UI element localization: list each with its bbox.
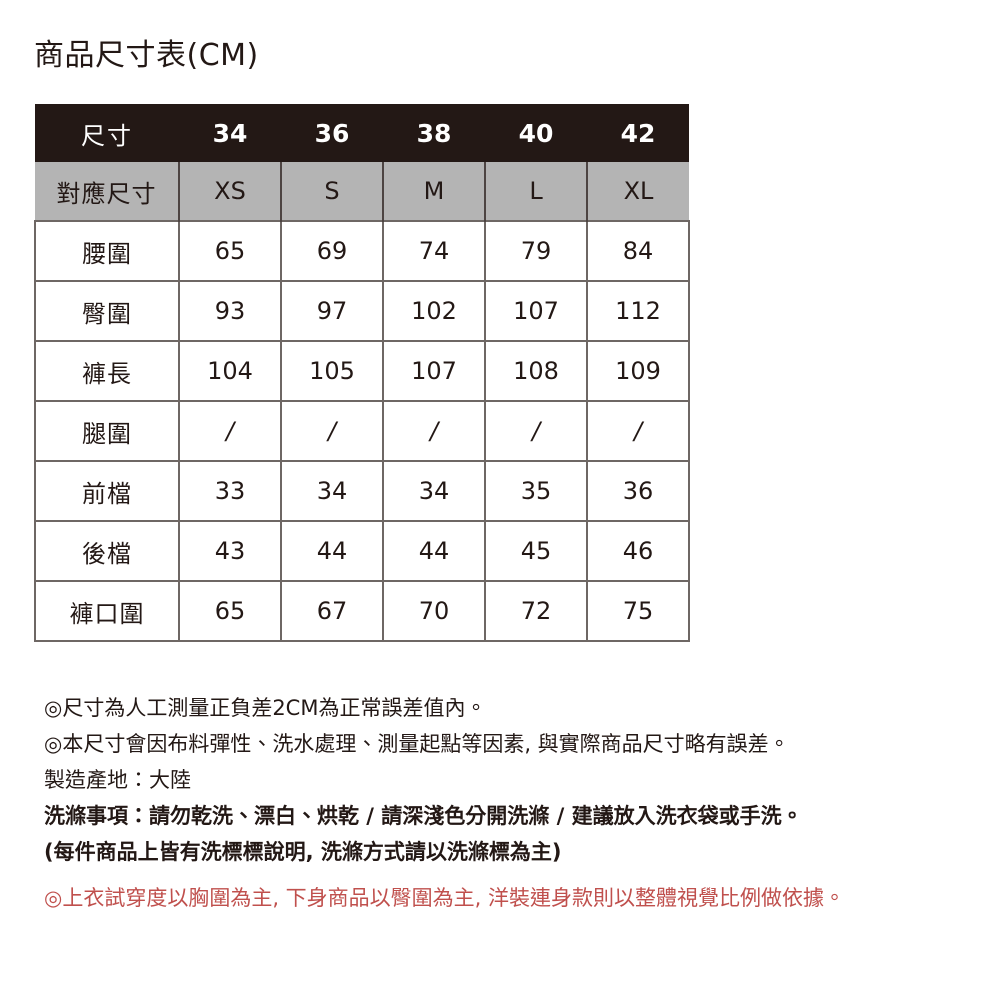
row-label: 後檔 <box>34 520 179 581</box>
table-subheader-row: 對應尺寸 XS S M L XL <box>35 162 689 221</box>
note-fitting-guide: ◎上衣試穿度以胸圍為主, 下身商品以臀圍為主, 洋裝連身款則以整體視覺比例做依據… <box>44 886 846 910</box>
row-value: 43 <box>178 520 281 581</box>
row-value: 69 <box>280 220 383 281</box>
row-label: 褲長 <box>34 340 179 401</box>
row-value: 36 <box>586 460 690 521</box>
size-table-container: 尺寸 34 36 38 40 42 對應尺寸 XS S M L XL <box>34 104 690 642</box>
row-value: 79 <box>484 220 587 281</box>
row-value: / <box>280 400 383 461</box>
row-value: 93 <box>178 280 281 341</box>
size-table: 尺寸 34 36 38 40 42 對應尺寸 XS S M L XL <box>34 104 690 642</box>
row-value: 34 <box>382 460 485 521</box>
row-value: 97 <box>280 280 383 341</box>
row-value: 74 <box>382 220 485 281</box>
table-row: 腿圍 / / / / / <box>34 400 690 461</box>
table-row: 褲口圍 65 67 70 72 75 <box>34 580 690 642</box>
header-cell-size-36: 36 <box>281 104 383 162</box>
subheader-cell-s: S <box>280 162 384 221</box>
header-cell-size-38: 38 <box>383 104 485 162</box>
subheader-cell-label: 對應尺寸 <box>35 162 180 221</box>
table-row: 後檔 43 44 44 45 46 <box>34 520 690 581</box>
row-label: 前檔 <box>34 460 179 521</box>
size-table-body: 腰圍 65 69 74 79 84 臀圍 93 97 102 107 112 褲… <box>34 220 690 642</box>
row-label: 臀圍 <box>34 280 179 341</box>
table-row: 腰圍 65 69 74 79 84 <box>34 220 690 281</box>
subheader-cell-l: L <box>484 162 588 221</box>
header-cell-size-label: 尺寸 <box>35 104 179 162</box>
table-row: 前檔 33 34 34 35 36 <box>34 460 690 521</box>
row-value: / <box>178 400 281 461</box>
row-value: 107 <box>484 280 587 341</box>
row-value: 44 <box>280 520 383 581</box>
header-cell-size-34: 34 <box>179 104 281 162</box>
note-measurement-tolerance: ◎尺寸為人工測量正負差2CM為正常誤差值內。 <box>44 696 487 720</box>
row-label: 腿圍 <box>34 400 179 461</box>
row-value: / <box>586 400 690 461</box>
size-table-head: 尺寸 34 36 38 40 42 對應尺寸 XS S M L XL <box>35 104 689 221</box>
header-cell-size-42: 42 <box>587 104 689 162</box>
subheader-cell-xl: XL <box>586 162 689 221</box>
note-washing-instructions: 洗滌事項：請勿乾洗、漂白、烘乾 / 請深淺色分開洗滌 / 建議放入洗衣袋或手洗。 <box>44 804 803 828</box>
table-row: 褲長 104 105 107 108 109 <box>34 340 690 401</box>
row-label: 褲口圍 <box>34 580 179 642</box>
row-label: 腰圍 <box>34 220 179 281</box>
notes-section: ◎尺寸為人工測量正負差2CM為正常誤差值內。 ◎本尺寸會因布料彈性、洗水處理、測… <box>44 690 974 916</box>
header-cell-size-40: 40 <box>485 104 587 162</box>
row-value: 46 <box>586 520 690 581</box>
row-value: 109 <box>586 340 690 401</box>
row-value: 67 <box>280 580 383 642</box>
note-origin: 製造產地：大陸 <box>44 768 191 792</box>
row-value: 44 <box>382 520 485 581</box>
row-value: / <box>484 400 587 461</box>
row-value: 105 <box>280 340 383 401</box>
row-value: 33 <box>178 460 281 521</box>
row-value: 102 <box>382 280 485 341</box>
row-value: 112 <box>586 280 690 341</box>
row-value: 72 <box>484 580 587 642</box>
note-care-label: (每件商品上皆有洗標標說明, 洗滌方式請以洗滌標為主) <box>44 840 562 864</box>
row-value: 104 <box>178 340 281 401</box>
row-value: / <box>382 400 485 461</box>
table-row: 臀圍 93 97 102 107 112 <box>34 280 690 341</box>
subheader-cell-m: M <box>382 162 486 221</box>
row-value: 75 <box>586 580 690 642</box>
subheader-cell-xs: XS <box>178 162 282 221</box>
note-fabric-variance: ◎本尺寸會因布料彈性、洗水處理、測量起點等因素, 與實際商品尺寸略有誤差。 <box>44 732 790 756</box>
row-value: 65 <box>178 220 281 281</box>
row-value: 34 <box>280 460 383 521</box>
row-value: 70 <box>382 580 485 642</box>
table-header-row: 尺寸 34 36 38 40 42 <box>35 104 689 162</box>
row-value: 65 <box>178 580 281 642</box>
page-title: 商品尺寸表(CM) <box>34 38 259 73</box>
row-value: 108 <box>484 340 587 401</box>
row-value: 35 <box>484 460 587 521</box>
row-value: 45 <box>484 520 587 581</box>
row-value: 107 <box>382 340 485 401</box>
row-value: 84 <box>586 220 690 281</box>
